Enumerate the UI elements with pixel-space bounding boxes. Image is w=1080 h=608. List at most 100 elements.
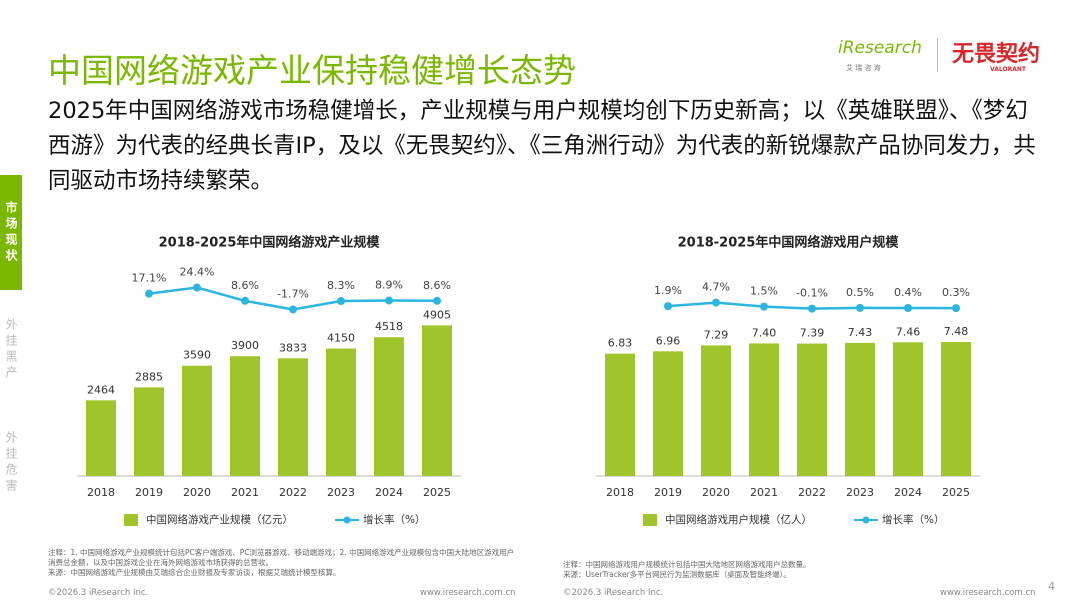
growth-point xyxy=(145,289,153,298)
bar xyxy=(845,342,875,476)
growth-point xyxy=(433,296,441,305)
bar xyxy=(182,365,212,476)
copyright: ©2026.3 iResearch Inc. xyxy=(563,588,664,598)
growth-label: 0.3% xyxy=(942,286,970,299)
growth-point xyxy=(664,302,672,311)
legend-label: 中国网络游戏用户规模（亿人） xyxy=(665,513,812,526)
x-tick-label: 2022 xyxy=(279,486,307,499)
logo-divider xyxy=(937,38,938,72)
bar xyxy=(701,345,731,476)
growth-point xyxy=(385,296,393,305)
growth-point xyxy=(337,297,345,306)
brand-cn: 艾 瑞 咨 询 xyxy=(846,64,881,72)
growth-point xyxy=(241,296,249,305)
legend-label: 增长率（%） xyxy=(363,513,425,526)
growth-label: 17.1% xyxy=(132,272,167,285)
x-tick-label: 2021 xyxy=(231,486,259,499)
bar xyxy=(422,325,452,476)
game-logo: 无畏契约 xyxy=(952,42,1041,67)
bar xyxy=(86,400,116,476)
x-tick-label: 2020 xyxy=(183,486,211,499)
legend-swatch xyxy=(643,514,657,526)
bar-label: 2885 xyxy=(135,370,163,383)
growth-label: 8.6% xyxy=(231,279,259,292)
growth-point xyxy=(289,305,297,314)
bar-label: 2464 xyxy=(87,383,115,396)
bar-label: 6.96 xyxy=(656,334,681,347)
bar xyxy=(230,356,260,476)
growth-point xyxy=(712,298,720,307)
bar-label: 4150 xyxy=(327,332,355,345)
bar xyxy=(797,343,827,476)
bar xyxy=(653,351,683,476)
growth-point xyxy=(952,304,960,313)
legend-swatch xyxy=(124,514,138,526)
legend-dot xyxy=(343,516,351,524)
website: www.iresearch.com.cn xyxy=(940,588,1036,598)
chart-title: 2018-2025年中国网络游戏产业规模 xyxy=(159,235,381,251)
legend-label: 增长率（%） xyxy=(882,513,944,526)
summary: 2025年中国网络游戏市场稳健增长，产业规模与用户规模均创下历史新高；以《英雄联… xyxy=(48,98,1036,194)
bar-label: 3590 xyxy=(183,349,211,362)
bar xyxy=(893,342,923,476)
game-logo-en: VALORANT xyxy=(990,66,1026,73)
growth-point xyxy=(904,304,912,312)
bar xyxy=(749,343,779,476)
bar-label: 4518 xyxy=(375,320,403,333)
growth-label: 8.6% xyxy=(423,279,451,292)
bar-label: 7.46 xyxy=(896,325,921,338)
growth-label: 0.5% xyxy=(846,286,874,299)
x-tick-label: 2020 xyxy=(702,486,730,499)
x-tick-label: 2023 xyxy=(846,486,874,499)
sidebar-tab-active[interactable]: 市场现状 xyxy=(0,175,22,290)
bar-label: 3833 xyxy=(279,341,307,354)
note: 注释：1. 中国网络游戏产业规模统计包括PC客户端游戏、PC浏览器游戏、移动端游… xyxy=(48,548,515,567)
x-tick-label: 2018 xyxy=(87,486,115,499)
growth-label: -1.7% xyxy=(277,287,309,300)
bar xyxy=(278,358,308,476)
growth-label: 8.9% xyxy=(375,279,403,292)
x-tick-label: 2021 xyxy=(750,486,778,499)
growth-label: 0.4% xyxy=(894,286,922,299)
chart-note: 注释：1. 中国网络游戏产业规模统计包括PC客户端游戏、PC浏览器游戏、移动端游… xyxy=(48,548,516,578)
legend-label: 中国网络游戏产业规模（亿元） xyxy=(146,513,293,526)
x-tick-label: 2023 xyxy=(327,486,355,499)
source: 来源：中国网络游戏产业规模由艾瑞综合企业财报及专家访谈，根据艾瑞统计模型核算。 xyxy=(48,568,341,577)
sidebar-tab[interactable]: 外挂危害 xyxy=(4,431,18,495)
x-tick-label: 2019 xyxy=(135,486,163,499)
bar xyxy=(326,348,356,476)
growth-label: 1.5% xyxy=(750,285,778,298)
growth-point xyxy=(193,283,201,292)
growth-point xyxy=(856,303,864,312)
x-tick-label: 2024 xyxy=(894,486,922,499)
growth-label: 1.9% xyxy=(654,284,682,297)
growth-label: 4.7% xyxy=(702,281,730,294)
x-tick-label: 2019 xyxy=(654,486,682,499)
bar-label: 3900 xyxy=(231,339,259,352)
x-tick-label: 2024 xyxy=(375,486,403,499)
growth-point xyxy=(760,302,768,311)
source: 来源：UserTracker多平台网民行为监测数据库（桌面及智能终端）。 xyxy=(563,570,791,579)
bar-label: 6.83 xyxy=(608,337,633,350)
sidebar-tab[interactable]: 外挂黑产 xyxy=(4,318,18,382)
x-tick-label: 2018 xyxy=(606,486,634,499)
bar xyxy=(134,387,164,476)
bar-label: 7.29 xyxy=(704,328,729,341)
growth-label: 8.3% xyxy=(327,279,355,292)
bar-label: 7.39 xyxy=(800,327,825,340)
growth-label: 24.4% xyxy=(180,266,215,279)
x-tick-label: 2022 xyxy=(798,486,826,499)
bar xyxy=(605,353,635,476)
chart-note: 注释：中国网络游戏用户规模统计包括中国大陆地区网络游戏用户总数量。 来源：User… xyxy=(563,560,1033,580)
slide-title: 中国网络游戏产业保持稳健增长态势 xyxy=(48,51,576,90)
website: www.iresearch.com.cn xyxy=(420,588,516,598)
growth-point xyxy=(808,304,816,313)
growth-label: -0.1% xyxy=(796,287,828,300)
bar-label: 4905 xyxy=(423,308,451,321)
bar xyxy=(941,341,971,476)
chart-title: 2018-2025年中国网络游戏用户规模 xyxy=(678,235,900,251)
note: 注释：中国网络游戏用户规模统计包括中国大陆地区网络游戏用户总数量。 xyxy=(563,560,811,569)
x-tick-label: 2025 xyxy=(423,486,451,499)
